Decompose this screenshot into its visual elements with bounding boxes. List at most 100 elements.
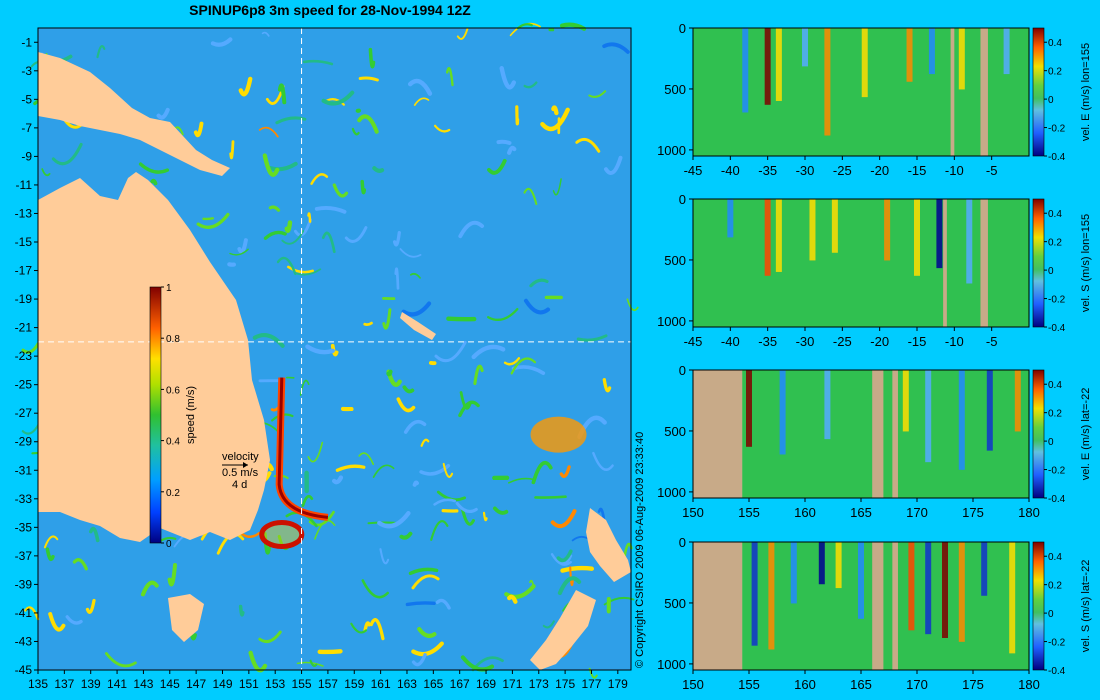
speed-streak (412, 480, 419, 487)
speed-streak (442, 462, 454, 478)
section-colorbar-label: vel. E (m/s) lon=155 (1080, 43, 1092, 141)
speed-streak (460, 655, 495, 672)
speed-streak (294, 218, 312, 237)
section-x-tick-label: -45 (684, 163, 703, 178)
section-colorbar-tick-label: 0.2 (1048, 67, 1062, 78)
speed-streak (24, 606, 40, 621)
map-y-tick-label: -7 (21, 121, 32, 135)
section-x-tick-label: -45 (684, 334, 703, 349)
speed-streak (487, 307, 519, 321)
speed-streak (523, 298, 551, 315)
section-colorbar-tick-label: 0 (1048, 437, 1054, 448)
section-v-lon155: -45 -40 -35 -30 -25 -20 -15 -10 -5 0 500 1000 0.4 0.2… (657, 192, 1092, 349)
speed-streak (420, 438, 430, 447)
speed-streak (332, 475, 344, 485)
section-x-tick-label: -25 (833, 163, 852, 178)
speed-streak (550, 553, 572, 566)
map-x-tick-label: 141 (107, 677, 127, 691)
section-x-tick-label: -20 (870, 163, 889, 178)
speed-streak (403, 419, 427, 434)
map-x-tick-label: 177 (581, 677, 601, 691)
current-jet-core (277, 377, 329, 519)
velocity-key-label: velocity (222, 451, 259, 463)
speed-streak (597, 507, 606, 521)
map-y-tick-label: -19 (15, 292, 33, 306)
speed-streak (534, 495, 567, 499)
speed-streak (473, 364, 484, 386)
section-y-tick-label: 0 (679, 363, 686, 378)
speed-streak (399, 248, 422, 258)
section-plot-area (693, 370, 1029, 498)
speed-streak (507, 145, 517, 155)
section-colorbar (1032, 198, 1045, 328)
map-y-tick-label: -27 (15, 406, 33, 420)
speed-streak (314, 205, 347, 214)
map-x-tick-label: 137 (54, 677, 74, 691)
speed-streak (238, 76, 253, 97)
section-velocity-column (858, 542, 864, 619)
map-x-tick-label: 135 (28, 677, 48, 691)
section-x-tick-label: 175 (962, 677, 984, 692)
land-new-guinea (38, 52, 230, 176)
map-y-tick-label: -35 (15, 520, 33, 534)
speed-streak (399, 531, 413, 540)
speed-streak (446, 316, 477, 322)
speed-streak (21, 422, 40, 435)
section-x-tick-label: -10 (945, 334, 964, 349)
map-y-tick-label: -29 (15, 435, 33, 449)
speed-streak (51, 142, 83, 166)
velocity-key-scale: 4 d (232, 479, 247, 491)
speed-streak (45, 547, 55, 562)
section-land (980, 199, 988, 327)
section-velocity-column (742, 28, 749, 113)
section-velocity-column (981, 542, 988, 596)
speed-streak (193, 121, 204, 138)
section-velocity-column (818, 542, 825, 585)
map-x-tick-label: 175 (555, 677, 575, 691)
section-x-tick-label: -5 (986, 163, 998, 178)
speed-streak (321, 231, 336, 254)
section-colorbar-tick-label: 0 (1048, 609, 1054, 620)
speed-streak (557, 576, 582, 596)
section-velocity-column (925, 370, 932, 463)
section-land (892, 370, 898, 498)
speed-streak (48, 612, 66, 632)
map-x-tick-label: 159 (344, 677, 364, 691)
section-y-tick-label: 0 (679, 21, 686, 36)
speed-streak (411, 653, 427, 667)
section-colorbar-tick-label: -0.4 (1048, 666, 1066, 677)
speed-streak (556, 549, 573, 563)
map-y-tick-label: -1 (21, 35, 32, 49)
section-velocity-column (775, 199, 782, 272)
map-x-tick-label: 143 (133, 677, 153, 691)
speed-streak (504, 584, 536, 599)
speed-streak (569, 566, 574, 587)
section-colorbar-tick-label: -0.4 (1048, 494, 1066, 505)
section-colorbar-tick-label: 0.4 (1048, 380, 1062, 391)
speed-streak (357, 114, 379, 134)
speed-streak (196, 212, 230, 229)
speed-streak (156, 107, 170, 120)
map-x-tick-label: 157 (318, 677, 338, 691)
section-colorbar-tick-label: 0.2 (1048, 409, 1062, 420)
section-y-tick-label: 0 (679, 192, 686, 207)
land-new-caledonia (400, 312, 436, 340)
section-x-tick-label: 150 (682, 677, 704, 692)
speed-streak (430, 520, 449, 541)
speed-streak (575, 137, 601, 153)
speed-streak (210, 37, 233, 47)
section-velocity-column (809, 199, 816, 261)
speed-streak (72, 558, 88, 571)
map-x-tick-label: 155 (292, 677, 312, 691)
section-colorbar-tick-label: 0.4 (1048, 209, 1062, 220)
section-y-tick-label: 1000 (657, 314, 686, 329)
speed-streak (294, 268, 322, 276)
speed-streak (284, 220, 293, 233)
speed-streak (238, 604, 245, 617)
section-velocity-column (958, 28, 965, 90)
section-x-tick-label: -35 (758, 163, 777, 178)
speed-streak (456, 27, 469, 40)
speed-streak (396, 397, 416, 413)
speed-streak (434, 340, 467, 363)
speed-streak (626, 298, 639, 312)
